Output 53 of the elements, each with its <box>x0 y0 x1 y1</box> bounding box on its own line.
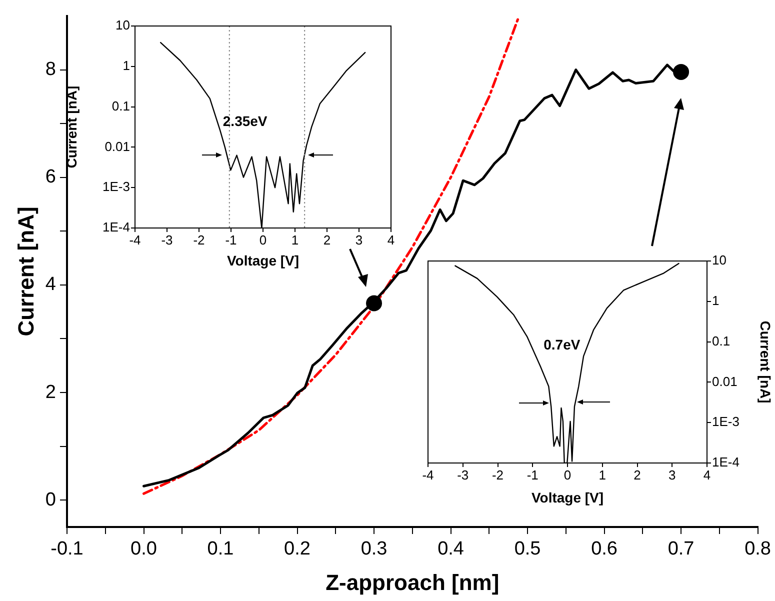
y2-tick-label: 0.01 <box>712 374 738 389</box>
y-axis-title: Current [nA] <box>13 206 38 336</box>
y-tick-label: 1E-3 <box>102 179 130 194</box>
x-tick-label: 3 <box>355 232 363 248</box>
y2-tick-label: 1 <box>712 292 720 308</box>
x-tick-label: -4 <box>129 232 141 248</box>
y-tick-label: 0.1 <box>112 98 130 114</box>
x-tick-label: -1 <box>526 467 538 482</box>
y2-tick-label: 0.1 <box>712 333 730 348</box>
x-tick-label: -0.1 <box>50 538 84 560</box>
x-tick-label: -1 <box>225 232 237 248</box>
x-tick-label: 0.1 <box>207 538 234 560</box>
x-tick-label: -2 <box>193 232 205 248</box>
x-axis-title: Voltage [V] <box>226 252 300 268</box>
x-tick-label: 0.7 <box>668 538 694 560</box>
y-tick-label: 6 <box>45 166 56 188</box>
x-tick-label: -2 <box>492 467 504 482</box>
x-tick-label: 1 <box>598 467 606 482</box>
y-tick-label: 10 <box>116 18 130 33</box>
x-tick-label: -4 <box>422 467 434 482</box>
y-tick-label: 0 <box>45 489 56 510</box>
x-tick-label: 0.6 <box>591 538 618 560</box>
y2-tick-label: 1E-3 <box>712 414 740 430</box>
x-tick-label: 4 <box>703 467 711 482</box>
y-tick-label: 0.01 <box>104 138 130 154</box>
x-tick-label: 0 <box>564 467 572 482</box>
x-tick-label: 0 <box>259 232 267 248</box>
y2-tick-label: 10 <box>712 252 726 268</box>
y-tick-label: 1E-4 <box>102 220 130 235</box>
x-tick-label: 0.3 <box>360 538 388 560</box>
x-tick-label: 0.4 <box>438 538 464 560</box>
x-tick-label: 0.5 <box>514 538 541 560</box>
x-axis-title: Voltage [V] <box>531 489 604 506</box>
x-tick-label: -3 <box>457 467 469 482</box>
x-tick-label: 0.2 <box>284 538 310 560</box>
y-tick-label: 2 <box>45 382 56 403</box>
x-tick-label: -3 <box>161 232 173 248</box>
x-tick-label: 1 <box>291 232 299 248</box>
y-tick-label: 8 <box>45 59 56 80</box>
x-tick-label: 2 <box>323 232 331 248</box>
annotation: 2.35eV <box>222 112 268 129</box>
y2-axis-title: Current [nA] <box>758 320 774 404</box>
y-tick-label: 4 <box>45 274 56 296</box>
x-tick-label: 2 <box>634 467 641 482</box>
y2-tick-label: 1E-4 <box>712 454 740 470</box>
x-tick-label: 0.8 <box>744 538 772 560</box>
y-tick-label: 1 <box>122 58 130 73</box>
x-axis-title: Z-approach [nm] <box>326 570 500 595</box>
line-series <box>142 16 520 495</box>
x-tick-label: 4 <box>387 232 395 248</box>
x-tick-label: 0.0 <box>130 538 157 560</box>
annotation: 0.7eV <box>544 336 581 353</box>
x-tick-label: 3 <box>668 467 676 482</box>
